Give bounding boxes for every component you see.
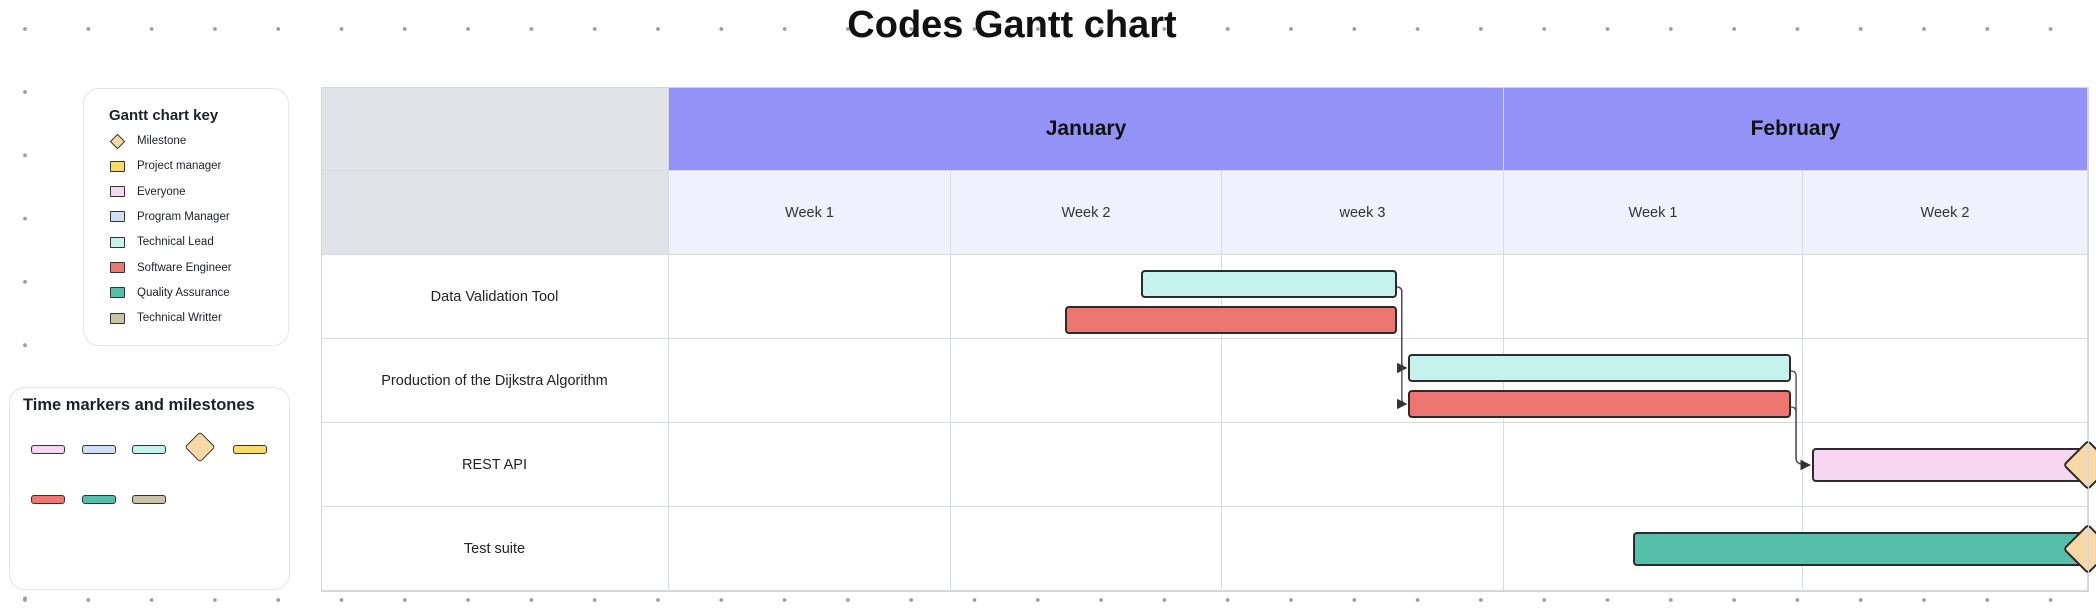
key-item-label: Quality Assurance [137, 286, 230, 299]
project-manager-swatch-icon [110, 160, 125, 172]
quality-assurance-swatch-icon [110, 287, 125, 299]
timeline-cell [1222, 423, 1504, 507]
timeline-cell [951, 339, 1222, 423]
technical-lead-swatch-icon [110, 236, 125, 248]
key-item-milestone: Milestone [109, 132, 187, 150]
task-bar-technical-lead[interactable] [1140, 270, 1397, 298]
timeline-cell [1803, 255, 2088, 339]
week-header: Week 2 [1803, 171, 2088, 255]
task-label: REST API [321, 423, 669, 507]
time-markers-title: Time markers and milestones [23, 396, 255, 414]
task-bar-technical-lead[interactable] [1408, 354, 1792, 382]
header-corner-top [321, 87, 669, 171]
week-header: Week 1 [669, 171, 951, 255]
task-label: Production of the Dijkstra Algorithm [321, 339, 669, 423]
timeline-cell [669, 255, 951, 339]
key-item-label: Software Engineer [137, 261, 232, 274]
marker-project-manager-bar[interactable] [233, 445, 267, 454]
marker-program-manager-bar[interactable] [82, 445, 116, 454]
gantt-key-panel: Gantt chart key Milestone Project manager… [83, 88, 289, 346]
timeline-cell [951, 423, 1222, 507]
key-item-program-manager: Program Manager [110, 208, 230, 226]
week-header: Week 1 [1504, 171, 1803, 255]
key-item-label: Everyone [137, 185, 186, 198]
key-item-technical-lead: Technical Lead [110, 233, 214, 251]
task-bar-quality-assurance[interactable] [1632, 532, 2088, 566]
timeline-cell [1504, 255, 1803, 339]
key-item-label: Technical Lead [137, 236, 214, 249]
key-item-label: Technical Writter [137, 312, 222, 325]
key-item-project-manager: Project manager [110, 157, 221, 175]
timeline-cell [1222, 255, 1504, 339]
key-item-label: Program Manager [137, 210, 230, 223]
gantt-key-title: Gantt chart key [109, 107, 219, 124]
everyone-swatch-icon [110, 186, 125, 198]
marker-everyone-bar[interactable] [31, 445, 65, 454]
task-label: Data Validation Tool [321, 255, 669, 339]
key-item-label: Milestone [137, 135, 187, 147]
task-label: Test suite [321, 507, 669, 591]
marker-technical-lead-bar[interactable] [132, 445, 166, 454]
timeline-cell [1803, 339, 2088, 423]
key-item-software-engineer: Software Engineer [110, 259, 232, 277]
dependency-connectors [1396, 286, 1811, 471]
week-header: week 3 [1222, 171, 1504, 255]
week-header: Week 2 [951, 171, 1222, 255]
program-manager-swatch-icon [110, 211, 125, 223]
page-title: Codes Gantt chart [847, 4, 1177, 46]
timeline-cell [1504, 339, 1803, 423]
marker-milestone-diamond-icon[interactable] [184, 431, 216, 463]
task-bar-software-engineer[interactable] [1064, 306, 1397, 334]
marker-software-engineer-bar[interactable] [31, 495, 65, 504]
timeline-cell [1222, 507, 1504, 591]
timeline-cell [669, 507, 951, 591]
timeline-cell [669, 339, 951, 423]
key-item-everyone: Everyone [110, 183, 186, 201]
marker-quality-assurance-bar[interactable] [82, 495, 116, 504]
task-bar-software-engineer[interactable] [1408, 390, 1792, 418]
key-item-technical-writter: Technical Writter [110, 309, 222, 327]
month-header: February [1504, 87, 2088, 171]
technical-writter-swatch-icon [110, 312, 125, 324]
milestone-diamond-icon [109, 133, 126, 149]
marker-technical-writter-bar[interactable] [132, 495, 166, 504]
timeline-cell [951, 507, 1222, 591]
software-engineer-swatch-icon [110, 262, 125, 273]
key-item-quality-assurance: Quality Assurance [110, 284, 230, 302]
key-item-label: Project manager [137, 160, 222, 173]
header-corner-bottom [321, 171, 669, 255]
month-header: January [669, 87, 1504, 171]
time-markers-panel: Time markers and milestones [9, 387, 290, 590]
task-bar-everyone[interactable] [1811, 448, 2088, 482]
timeline-cell [669, 423, 951, 507]
